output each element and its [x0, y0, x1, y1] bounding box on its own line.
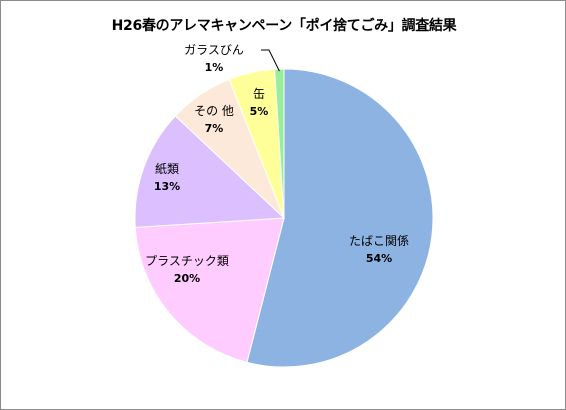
- slice-value-2: 20%: [174, 272, 200, 285]
- slice-value-6: 1%: [205, 61, 224, 74]
- slice-label-3: 紙類: [155, 161, 179, 176]
- slice-label-6: ガラスびん: [184, 43, 244, 57]
- pie-slice-6: [274, 68, 285, 219]
- pie-slice-1: [246, 68, 434, 368]
- pie-slice-3: [134, 115, 286, 228]
- slice-label-4: その 他: [194, 104, 234, 118]
- slice-value-1: 54%: [366, 252, 392, 265]
- pie-slice-2: [134, 217, 285, 363]
- slice-value-3: 13%: [154, 180, 180, 193]
- slice-value-4: 7%: [205, 122, 224, 135]
- leader-line: [261, 49, 280, 72]
- slice-label-1: たばこ関係: [349, 234, 409, 248]
- chart-title: H26春のアレマキャンペーン「ポイ捨てごみ」調査結果: [111, 18, 457, 34]
- slice-value-5: 5%: [250, 105, 269, 118]
- slice-label-5: 缶: [253, 87, 265, 101]
- slice-label-2: プラスチック類: [145, 254, 229, 268]
